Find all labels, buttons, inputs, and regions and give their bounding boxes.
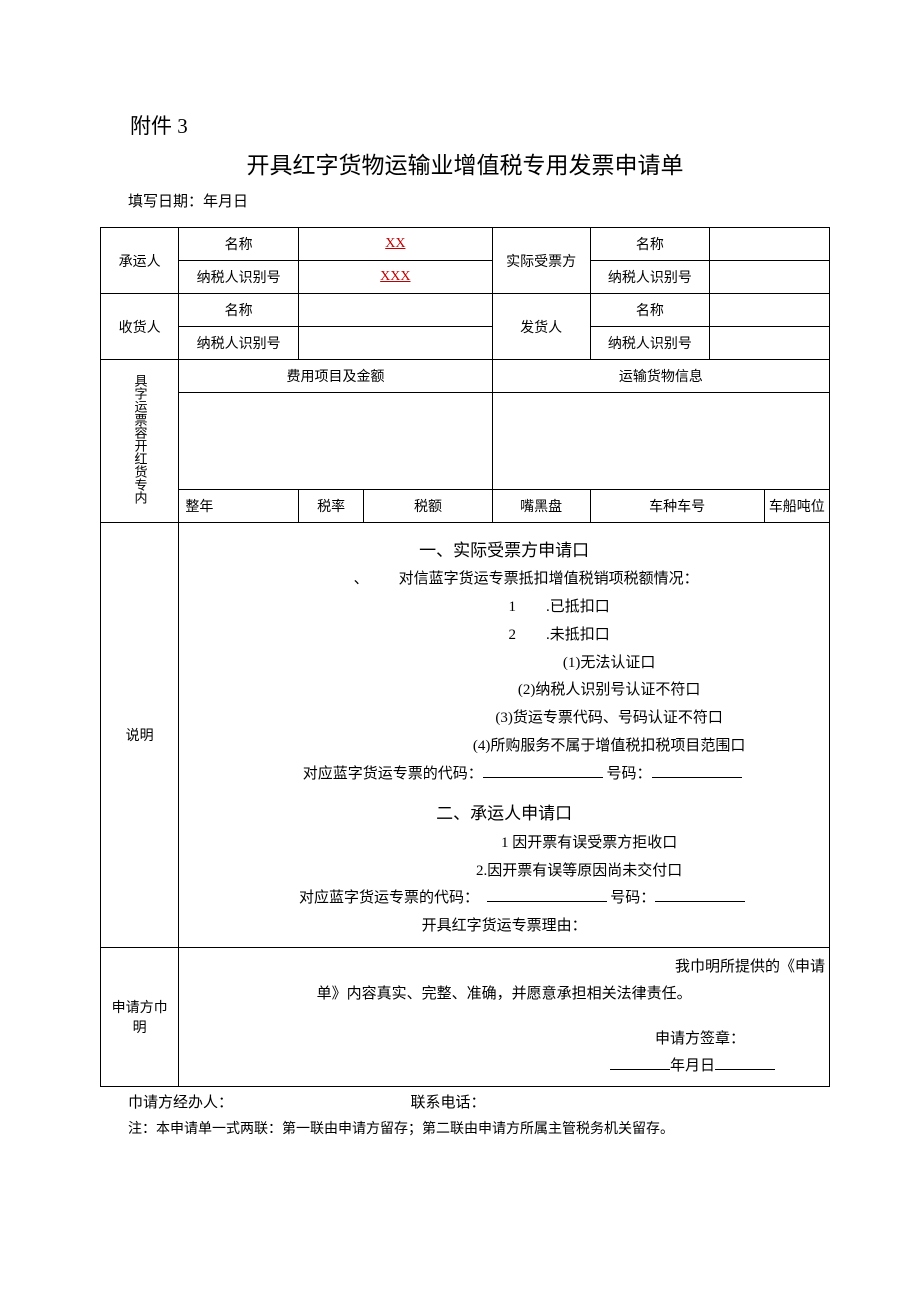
actual-name-label: 名称 — [590, 228, 710, 261]
sec1-opt1: 1 .已抵扣口 — [183, 594, 825, 622]
attachment-label: 附件 3 — [130, 110, 830, 140]
sec1-code: 对应蓝字货运专票的代码： 号码： — [183, 761, 825, 789]
fee-col-2: 税率 — [299, 490, 364, 523]
fee-header: 费用项目及金额 — [179, 360, 492, 393]
form-table: 承运人 名称 XX 实际受票方 名称 纳税人识别号 XXX 纳税人识别号 收货人… — [100, 227, 830, 1087]
fill-date-label: 填写日期：年月日 — [128, 190, 830, 211]
sec1-opt2: 2 .未抵扣口 — [183, 622, 825, 650]
consignee-taxid-label: 纳税人识别号 — [179, 327, 299, 360]
shipper-name-label: 名称 — [590, 294, 710, 327]
sec1-line1: 、 对信蓝字货运专票抵扣增值税销项税额情况： — [183, 566, 825, 594]
sec1-p4: (4)所购服务不属于增值税扣税项目范围口 — [183, 733, 825, 761]
consignee-label: 收货人 — [101, 294, 179, 360]
actual-party-label: 实际受票方 — [492, 228, 590, 294]
fee-col-3: 税额 — [364, 490, 492, 523]
cargo-col-1: 嘴黑盘 — [492, 490, 590, 523]
carrier-name-label: 名称 — [179, 228, 299, 261]
decl-line2: 单》内容真实、完整、准确，并愿意承担相关法律责任。 — [183, 981, 825, 1008]
invoice-content-label: 具字运票容开红货专内 — [101, 360, 179, 523]
sec1-p3: (3)货运专票代码、号码认证不符口 — [183, 705, 825, 733]
sec2-opt1: 1 因开票有误受票方拒收口 — [183, 830, 825, 858]
footer-note: 注：本申请单一式两联：第一联由申请方留存；第二联由申请方所属主管税务机关留存。 — [128, 1118, 830, 1138]
decl-date: 年月日 — [183, 1053, 825, 1080]
footer-contact: 巾请方经办人： 联系电话： — [128, 1091, 830, 1112]
cargo-header: 运输货物信息 — [492, 360, 829, 393]
cargo-col-2: 车种车号 — [590, 490, 764, 523]
shipper-taxid-value — [710, 327, 830, 360]
carrier-taxid-value: XXX — [299, 261, 493, 294]
sec1-p2: (2)纳税人识别号认证不符口 — [183, 677, 825, 705]
carrier-taxid-label: 纳税人识别号 — [179, 261, 299, 294]
actual-taxid-label: 纳税人识别号 — [590, 261, 710, 294]
actual-taxid-value — [710, 261, 830, 294]
cargo-col-3: 车船吨位 — [764, 490, 829, 523]
fee-body — [179, 393, 492, 490]
reason-label: 开具红字货运专票理由： — [183, 913, 825, 941]
decl-body: 我巾明所提供的《申请 单》内容真实、完整、准确，并愿意承担相关法律责任。 申请方… — [179, 947, 830, 1086]
explain-label: 说明 — [101, 523, 179, 948]
sec1-p1: (1)无法认证口 — [183, 650, 825, 678]
decl-label: 申请方巾明 — [101, 947, 179, 1086]
actual-name-value — [710, 228, 830, 261]
fee-col-1: 整年 — [179, 490, 299, 523]
sec2-title: 二、承运人申请口 — [183, 798, 825, 829]
page-title: 开具红字货物运输业增值税专用发票申请单 — [100, 146, 830, 180]
shipper-name-value — [710, 294, 830, 327]
sec1-title: 一、实际受票方申请口 — [183, 535, 825, 566]
decl-sig: 申请方签章： — [183, 1026, 825, 1053]
shipper-taxid-label: 纳税人识别号 — [590, 327, 710, 360]
cargo-body — [492, 393, 829, 490]
sec2-opt2: 2.因开票有误等原因尚未交付口 — [183, 858, 825, 886]
sec2-code: 对应蓝字货运专票的代码： 号码： — [183, 885, 825, 913]
carrier-label: 承运人 — [101, 228, 179, 294]
carrier-name-value: XX — [299, 228, 493, 261]
consignee-name-value — [299, 294, 493, 327]
shipper-label: 发货人 — [492, 294, 590, 360]
consignee-name-label: 名称 — [179, 294, 299, 327]
consignee-taxid-value — [299, 327, 493, 360]
decl-line1-right: 我巾明所提供的《申请 — [183, 954, 825, 981]
explain-body: 一、实际受票方申请口 、 对信蓝字货运专票抵扣增值税销项税额情况： 1 .已抵扣… — [179, 523, 830, 948]
